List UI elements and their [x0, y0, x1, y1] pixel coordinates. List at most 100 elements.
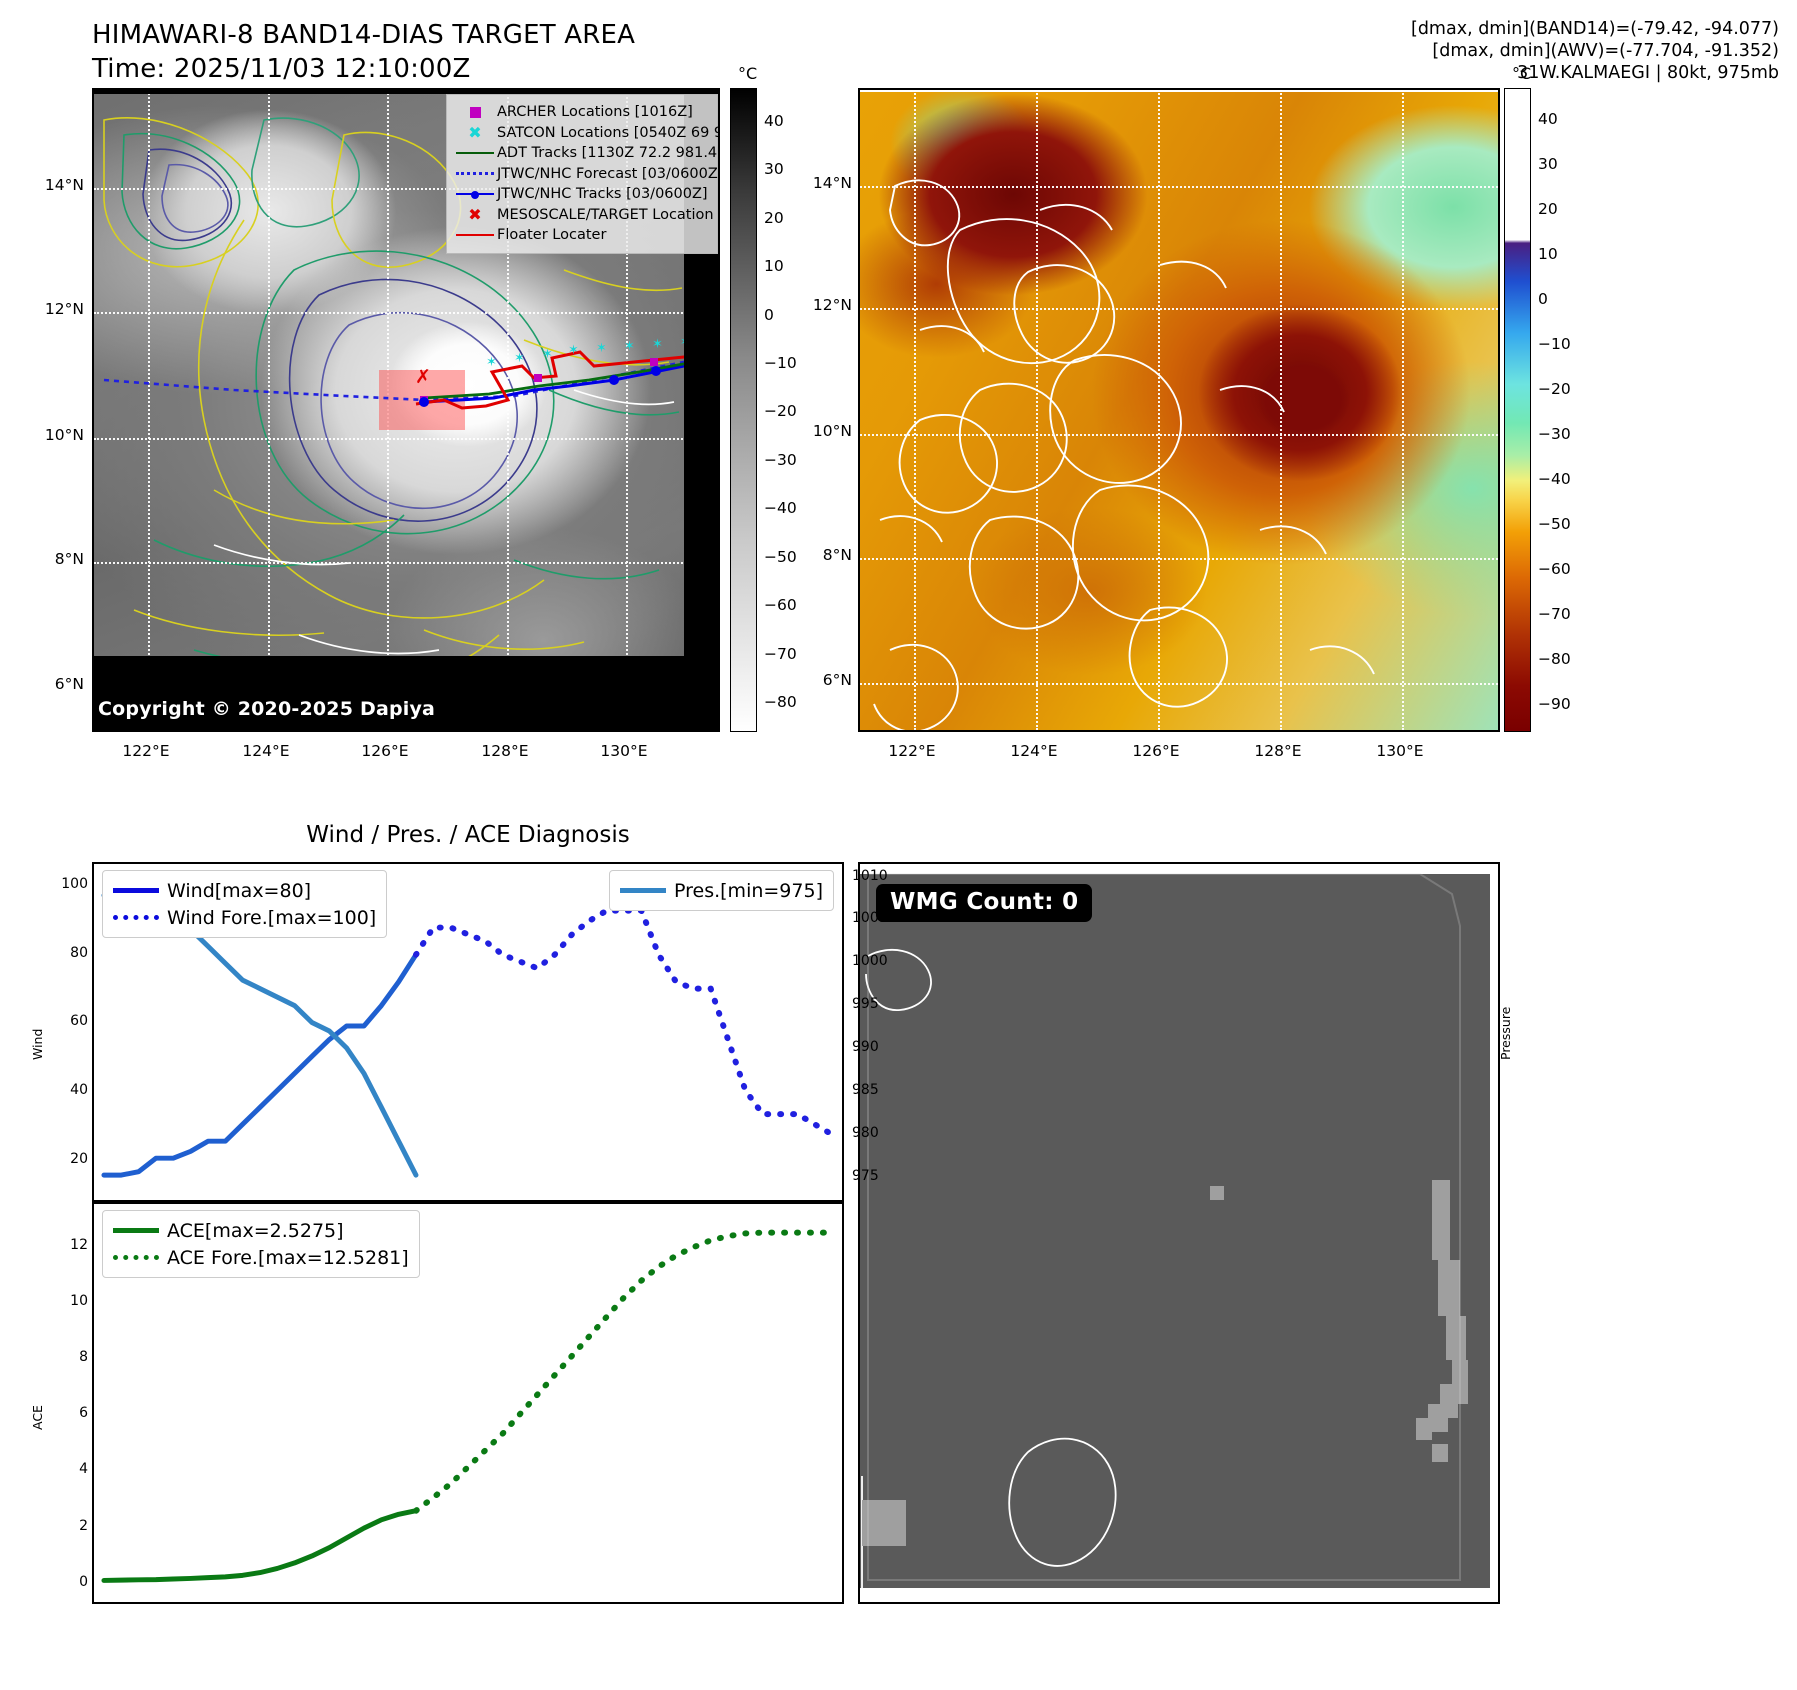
legend-label: ADT Tracks [1130Z 72.2 981.4] [497, 145, 720, 162]
storm-track-overlay: ✶✶ ✶✶ ✶✶ ✶✶ ✗ [103, 335, 695, 430]
legend-item-jtwc-forecast[interactable]: JTWC/NHC Forecast [03/0600Z] [453, 164, 718, 185]
lat-tick: 12°N [44, 300, 84, 318]
ir-enhanced-panel[interactable] [858, 88, 1500, 732]
lat-tick: 6°N [822, 671, 852, 689]
legend-label: Floater Locater [497, 227, 607, 244]
axis-tick: 980 [852, 1124, 879, 1141]
svg-text:✗: ✗ [415, 366, 431, 388]
coastline-overlay [873, 179, 1375, 730]
lat-tick: 10°N [44, 426, 84, 444]
blue-dotted-line-icon [453, 172, 497, 176]
storm-metadata: [dmax, dmin](BAND14)=(-79.42, -94.077) [… [1411, 18, 1779, 84]
colorbar-tick: 40 [1538, 109, 1558, 128]
legend-item-mesoscale[interactable]: ✖ MESOSCALE/TARGET Location [453, 204, 713, 226]
lon-tick: 128°E [481, 742, 529, 760]
svg-text:✶: ✶ [542, 347, 553, 362]
axis-tick: 100 [61, 876, 88, 893]
ir-grayscale-panel[interactable]: ✶✶ ✶✶ ✶✶ ✶✶ ✗ Copyright © 2020-2025 Dapi… [92, 88, 720, 732]
legend-item-ace-forecast[interactable]: ACE Fore.[max=12.5281] [113, 1244, 409, 1271]
colorbar-tick: 0 [1538, 289, 1548, 308]
wmg-count-badge: WMG Count: 0 [876, 884, 1093, 922]
legend-item-pressure[interactable]: Pres.[min=975] [620, 877, 823, 904]
svg-text:✶: ✶ [652, 337, 663, 352]
green-dotted-line-icon [113, 1255, 167, 1260]
blue-solid-line-icon [113, 888, 167, 893]
colorbar-tick: −80 [764, 692, 797, 711]
lon-tick: 126°E [1132, 742, 1180, 760]
legend-label: MESOSCALE/TARGET Location [497, 206, 714, 223]
colorbar-tick: −30 [1538, 424, 1571, 443]
colorbar-tick: −50 [764, 547, 797, 566]
svg-text:✶: ✶ [514, 351, 525, 366]
green-line-icon [453, 152, 497, 155]
lon-tick: 130°E [600, 742, 648, 760]
axis-tick: 2 [79, 1517, 88, 1534]
legend-item-wind-forecast[interactable]: Wind Fore.[max=100] [113, 904, 376, 931]
legend-item-jtwc-tracks[interactable]: JTWC/NHC Tracks [03/0600Z] [453, 184, 709, 205]
axis-tick: 1005 [852, 910, 888, 927]
axis-tick: 10 [70, 1292, 88, 1309]
title-line-1: HIMAWARI-8 BAND14-DIAS TARGET AREA [92, 20, 636, 50]
blue-dotted-line-icon [113, 915, 167, 920]
colorbar-tick: −70 [764, 644, 797, 663]
axis-tick: 12 [70, 1236, 88, 1253]
svg-text:✶: ✶ [486, 355, 497, 370]
wmg-panel[interactable]: WMG Count: 0 [858, 862, 1500, 1604]
legend-label: Wind Fore.[max=100] [167, 906, 377, 929]
wind-axis-label: Wind [30, 1028, 45, 1060]
storm-id-intensity: 31W.KALMAEGI | 80kt, 975mb [1517, 63, 1779, 83]
blue-line-marker-icon [453, 193, 497, 196]
legend-item-adt[interactable]: ADT Tracks [1130Z 72.2 981.4] [453, 143, 718, 164]
colorbar-tick: −60 [1538, 559, 1571, 578]
colorbar-tick: 40 [764, 111, 784, 130]
legend-item-archer[interactable]: ARCHER Locations [1016Z] [453, 102, 709, 123]
enhanced-ir-colorbar [1504, 88, 1531, 732]
legend-label: JTWC/NHC Tracks [03/0600Z] [497, 186, 708, 203]
axis-tick: 8 [79, 1349, 88, 1366]
colorbar-tick: 20 [1538, 199, 1558, 218]
wmg-coastline-overlay [861, 873, 1468, 1602]
lon-tick: 128°E [1254, 742, 1302, 760]
axis-tick: 4 [79, 1461, 88, 1478]
title-line-2: Time: 2025/11/03 12:10:00Z [92, 54, 471, 84]
legend-label: ACE Fore.[max=12.5281] [167, 1246, 409, 1269]
lon-tick: 122°E [122, 742, 170, 760]
wmg-field [860, 874, 1490, 1588]
svg-text:✶: ✶ [624, 339, 635, 354]
legend-label: SATCON Locations [0540Z 69 981] [497, 124, 718, 141]
page-title: HIMAWARI-8 BAND14-DIAS TARGET AREA Time:… [92, 18, 892, 86]
axis-tick: 1010 [852, 867, 888, 884]
colorbar-tick: −80 [1538, 649, 1571, 668]
lon-tick: 130°E [1376, 742, 1424, 760]
ace-axis-label: ACE [30, 1405, 45, 1430]
steelblue-solid-line-icon [620, 888, 674, 893]
magenta-square-icon [453, 106, 497, 118]
colorbar-tick: −60 [764, 596, 797, 615]
pressure-axis-label: Pressure [1498, 1006, 1513, 1060]
axis-tick: 60 [70, 1013, 88, 1030]
svg-text:✶: ✶ [596, 341, 607, 356]
red-x-icon: ✖ [468, 204, 482, 224]
lat-tick: 8°N [54, 550, 84, 568]
legend-item-floater[interactable]: Floater Locater [453, 225, 709, 246]
lat-tick: 14°N [44, 176, 84, 194]
colorbar-unit-label: °C [738, 64, 758, 83]
ace-chart[interactable]: ACE[max=2.5275] ACE Fore.[max=12.5281] [92, 1202, 844, 1604]
colorbar-tick: 30 [1538, 154, 1558, 173]
colorbar-tick: 10 [764, 257, 784, 276]
legend-item-ace[interactable]: ACE[max=2.5275] [113, 1217, 409, 1244]
green-solid-line-icon [113, 1228, 167, 1233]
lat-tick: 10°N [812, 422, 852, 440]
wind-pressure-chart[interactable]: Wind[max=80] Wind Fore.[max=100] Pres.[m… [92, 862, 844, 1202]
lon-tick: 122°E [888, 742, 936, 760]
legend-item-satcon[interactable]: ✖ SATCON Locations [0540Z 69 981] [453, 122, 718, 144]
axis-tick: 0 [79, 1573, 88, 1590]
legend-item-wind[interactable]: Wind[max=80] [113, 877, 376, 904]
cyan-x-icon: ✖ [468, 122, 482, 142]
axis-tick: 6 [79, 1405, 88, 1422]
dmax-dmin-band14: [dmax, dmin](BAND14)=(-79.42, -94.077) [1411, 19, 1779, 39]
map-legend: ARCHER Locations [1016Z] ✖ SATCON Locati… [446, 94, 718, 254]
lon-tick: 124°E [1010, 742, 1058, 760]
svg-text:✶: ✶ [568, 343, 579, 358]
colorbar-tick: −50 [1538, 514, 1571, 533]
